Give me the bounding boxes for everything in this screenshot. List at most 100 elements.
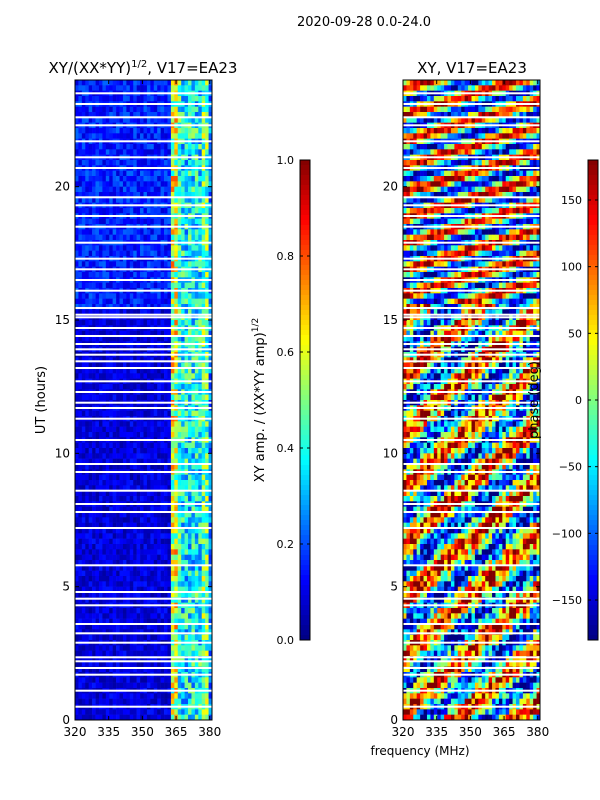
heatmap-cell [177,538,182,545]
heatmap-cell [102,426,107,433]
heatmap-cell [205,229,209,235]
heatmap-cell [160,549,165,555]
heatmap-cell [205,592,209,598]
heatmap-cell [78,394,83,401]
heatmap-cell [85,192,89,198]
heatmap-cell [198,714,203,721]
heatmap-cell [102,677,107,683]
heatmap-cell [174,304,179,310]
heatmap-cell [98,357,103,363]
heatmap-cell [164,80,168,86]
heatmap-cell [102,149,107,155]
heatmap-cell [133,421,137,427]
heatmap-cell [81,480,86,486]
heatmap-cell [201,245,206,251]
heatmap-cell [85,576,89,582]
heatmap-cell [160,272,165,278]
heatmap-cell [140,533,144,539]
heatmap-cell [102,421,107,427]
heatmap-cell [150,528,155,534]
heatmap-cell [160,304,165,310]
heatmap-cell [75,565,79,571]
heatmap-cell [129,554,134,561]
heatmap-cell [208,650,213,657]
heatmap-cell [119,357,124,363]
heatmap-cell [201,522,206,529]
heatmap-cell [75,330,79,337]
heatmap-cell [129,517,134,523]
heatmap-cell [109,229,113,235]
heatmap-cell [81,624,86,630]
heatmap-cell [75,357,79,363]
heatmap-cell [95,597,100,603]
heatmap-cell [129,96,134,102]
heatmap-cell [201,554,206,561]
heatmap-cell [198,496,203,502]
heatmap-cell [78,133,83,139]
heatmap-cell [133,357,137,363]
heatmap-cell [109,362,113,369]
heatmap-cell [174,373,179,379]
heatmap-cell [170,650,175,657]
heatmap-cell [143,229,148,235]
heatmap-cell [146,709,151,715]
heatmap-cell [102,250,107,257]
heatmap-cell [167,453,172,459]
heatmap-cell [150,480,155,486]
heatmap-cell [112,149,117,155]
heatmap-cell [140,373,144,379]
heatmap-cell [129,522,134,529]
heatmap-cell [92,442,96,449]
heatmap-cell [153,709,158,715]
heatmap-cell [92,586,96,593]
heatmap-cell [95,538,100,545]
heatmap-cell [184,506,189,513]
heatmap-cell [136,698,141,705]
heatmap-cell [191,480,196,486]
heatmap-cell [140,458,144,465]
heatmap-cell [170,133,175,139]
heatmap-cell [109,528,113,534]
x-tick-label: 320 [64,725,87,739]
heatmap-cell [98,309,103,315]
heatmap-cell [105,85,110,91]
colorbar-swatch [300,380,310,386]
colorbar-swatch [300,625,310,631]
heatmap-cell [116,229,120,235]
heatmap-cell [88,80,93,86]
heatmap-cell [112,506,117,513]
heatmap-cell [112,293,117,299]
heatmap-cell [143,485,148,491]
heatmap-cell [109,586,113,593]
heatmap-cell [122,592,127,598]
heatmap-cell [81,565,86,571]
heatmap-cell [157,261,161,267]
heatmap-cell [181,197,185,203]
colorbar-swatch [300,620,310,626]
heatmap-cell [105,533,110,539]
colorbar-swatch [300,385,310,391]
heatmap-cell [140,320,144,326]
heatmap-cell [75,394,79,401]
heatmap-cell [208,282,213,289]
heatmap-cell [177,421,182,427]
heatmap-cell [122,714,127,721]
heatmap-cell [157,709,161,715]
heatmap-cell [140,96,144,102]
heatmap-cell [188,218,192,225]
heatmap-cell [146,714,151,721]
heatmap-cell [201,197,206,203]
colorbar-swatch [300,465,310,471]
heatmap-cell [81,458,86,465]
heatmap-cell [177,661,182,667]
heatmap-cell [81,170,86,177]
heatmap-cell [85,208,89,214]
heatmap-cell [191,96,196,102]
heatmap-cell [140,261,144,267]
heatmap-cell [177,693,182,699]
heatmap-cell [140,192,144,198]
heatmap-cell [153,650,158,657]
heatmap-cell [208,432,213,438]
heatmap-cell [122,330,127,337]
heatmap-cell [116,554,120,561]
